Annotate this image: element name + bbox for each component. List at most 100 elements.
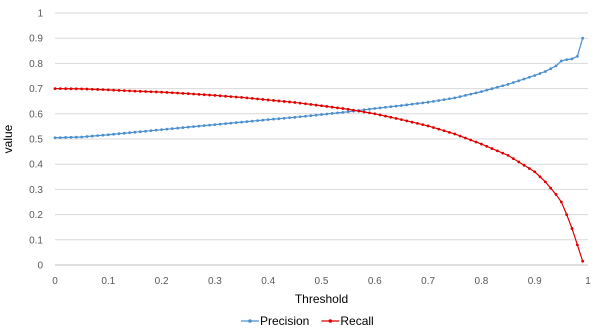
data-point-recall xyxy=(213,94,217,97)
data-point-precision xyxy=(378,106,382,110)
data-point-precision xyxy=(170,127,174,131)
data-point-precision xyxy=(74,135,78,139)
data-point-precision xyxy=(277,117,281,121)
data-point-precision xyxy=(506,82,510,86)
data-point-recall xyxy=(197,92,201,96)
data-point-recall xyxy=(309,103,313,106)
data-point-recall xyxy=(181,91,185,95)
legend-marker-precision xyxy=(248,319,252,323)
data-point-precision xyxy=(234,121,238,125)
data-point-recall xyxy=(527,167,531,170)
data-point-recall xyxy=(495,149,499,153)
y-tick-label: 0.9 xyxy=(29,34,43,45)
data-point-recall xyxy=(240,96,243,99)
data-point-precision xyxy=(197,124,201,128)
data-point-recall xyxy=(559,200,563,204)
data-point-recall xyxy=(160,90,164,94)
data-point-recall xyxy=(304,102,307,106)
data-point-precision xyxy=(400,104,403,107)
data-point-recall xyxy=(53,87,57,90)
data-point-precision xyxy=(85,135,89,138)
legend-marker-recall xyxy=(328,319,333,323)
data-point-recall xyxy=(336,106,339,110)
data-point-precision xyxy=(117,132,121,136)
data-point-recall xyxy=(394,117,398,120)
series xyxy=(53,36,585,263)
data-point-precision xyxy=(501,84,505,88)
data-point-precision xyxy=(533,74,537,77)
data-point-recall xyxy=(389,115,393,119)
data-point-recall xyxy=(426,124,430,128)
data-point-precision xyxy=(122,131,126,135)
data-point-precision xyxy=(96,134,100,138)
data-point-recall xyxy=(581,259,585,263)
data-point-recall xyxy=(170,91,174,95)
data-point-recall xyxy=(357,109,361,113)
data-point-precision xyxy=(474,91,478,95)
data-point-recall xyxy=(421,123,425,127)
y-tick-label: 0.1 xyxy=(29,235,43,246)
y-tick-label: 0.2 xyxy=(29,210,43,221)
data-point-recall xyxy=(112,88,116,92)
x-tick-label: 0.4 xyxy=(261,276,275,287)
data-point-precision xyxy=(368,107,371,111)
x-tick-label: 0.6 xyxy=(368,276,382,287)
data-point-recall xyxy=(432,126,435,129)
data-point-recall xyxy=(117,88,121,92)
data-point-precision xyxy=(261,118,265,122)
data-point-recall xyxy=(373,112,377,116)
data-point-precision xyxy=(250,119,254,123)
data-point-precision xyxy=(80,135,84,139)
legend-label-recall: Recall xyxy=(340,314,373,328)
data-point-recall xyxy=(261,98,265,101)
data-point-precision xyxy=(53,136,57,140)
data-point-precision xyxy=(480,90,483,94)
data-point-precision xyxy=(58,136,62,139)
legend-label-precision: Precision xyxy=(260,314,309,328)
data-point-recall xyxy=(378,113,382,117)
data-point-recall xyxy=(74,87,78,91)
data-point-recall xyxy=(69,87,73,91)
data-point-recall xyxy=(298,101,302,105)
data-point-precision xyxy=(240,120,243,124)
data-point-recall xyxy=(442,129,446,133)
data-point-recall xyxy=(506,153,510,157)
x-tick-label: 0.3 xyxy=(208,276,222,287)
data-point-recall xyxy=(437,127,441,131)
data-point-precision xyxy=(133,130,137,134)
data-point-recall xyxy=(128,89,132,93)
data-point-recall xyxy=(192,92,195,96)
data-point-recall xyxy=(90,87,94,91)
data-point-recall xyxy=(400,118,403,121)
data-point-recall xyxy=(122,89,126,93)
data-point-precision xyxy=(341,110,345,114)
data-point-recall xyxy=(352,108,355,112)
data-point-precision xyxy=(106,133,110,137)
y-tick-label: 0.6 xyxy=(29,109,43,120)
data-point-precision xyxy=(165,127,169,131)
data-point-recall xyxy=(549,186,553,190)
data-point-recall xyxy=(58,87,62,91)
series-line-precision xyxy=(54,38,584,139)
data-point-recall xyxy=(575,243,579,247)
data-point-recall xyxy=(480,142,483,146)
data-point-recall xyxy=(144,90,148,93)
data-point-precision xyxy=(581,36,585,40)
data-point-recall xyxy=(250,97,254,100)
data-point-precision xyxy=(432,99,435,103)
data-point-precision xyxy=(384,105,387,109)
data-point-precision xyxy=(160,128,164,132)
data-point-precision xyxy=(394,104,398,108)
data-point-precision xyxy=(266,118,270,121)
data-point-recall xyxy=(346,107,350,111)
y-tick-label: 0.8 xyxy=(29,59,43,70)
data-point-precision xyxy=(543,70,547,73)
data-point-precision xyxy=(304,114,307,118)
data-point-precision xyxy=(464,94,467,97)
data-point-precision xyxy=(485,88,489,92)
data-point-precision xyxy=(565,58,569,62)
data-point-precision xyxy=(272,117,275,121)
data-point-precision xyxy=(559,59,563,63)
x-tick-label: 0.2 xyxy=(155,276,169,287)
